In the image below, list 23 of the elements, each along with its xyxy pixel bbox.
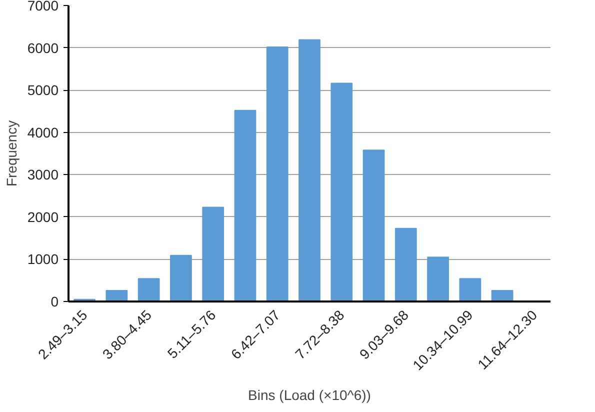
y-tick-label: 0 bbox=[50, 294, 59, 310]
bar bbox=[362, 150, 385, 302]
bar bbox=[491, 290, 514, 302]
bar bbox=[202, 206, 224, 302]
bar bbox=[298, 39, 320, 302]
bar bbox=[234, 110, 256, 302]
bar bbox=[106, 290, 128, 302]
y-tick-label: 3000 bbox=[27, 166, 59, 183]
y-tick-label: 2000 bbox=[27, 208, 59, 225]
x-axis-title: Bins (Load (×10^6)) bbox=[248, 386, 371, 403]
bar bbox=[459, 278, 482, 302]
y-tick-label: 5000 bbox=[27, 82, 59, 98]
bar bbox=[138, 278, 160, 302]
bar bbox=[266, 46, 288, 302]
y-axis-title: Frequency bbox=[3, 120, 20, 187]
bar bbox=[170, 254, 192, 302]
y-tick-label: 1000 bbox=[27, 251, 59, 268]
bar bbox=[427, 256, 449, 302]
bar bbox=[330, 82, 353, 302]
bar bbox=[394, 228, 417, 302]
y-tick-label: 6000 bbox=[27, 40, 59, 56]
y-tick-label: 4000 bbox=[27, 124, 59, 140]
y-tick-label: 7000 bbox=[27, 0, 59, 14]
